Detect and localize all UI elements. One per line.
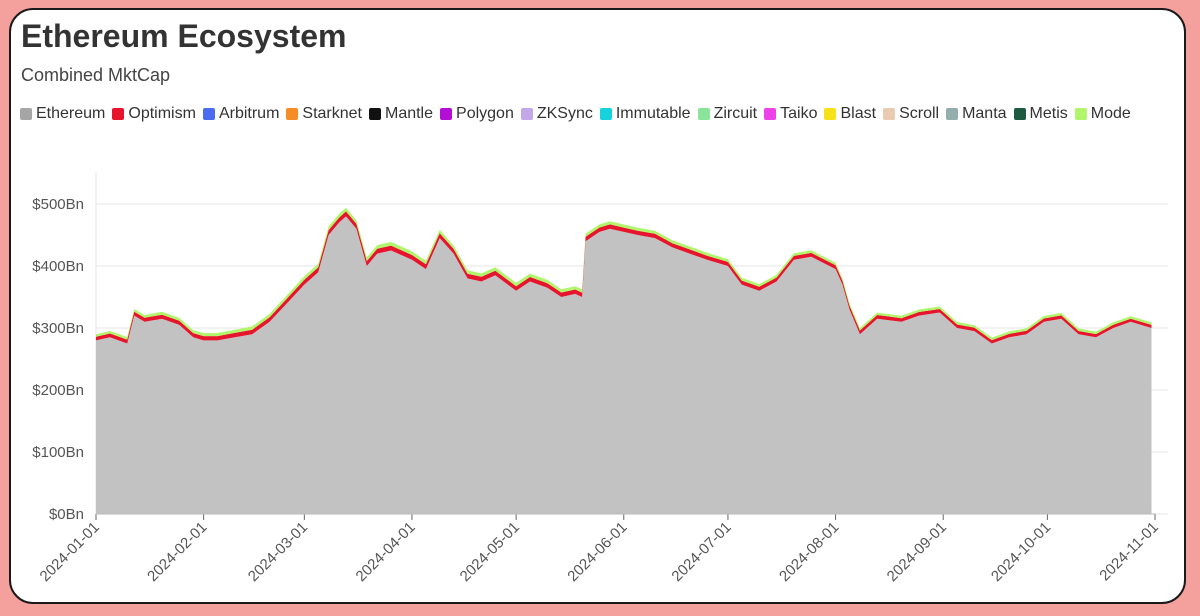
legend-label: Mode: [1090, 105, 1131, 122]
legend-swatch: [520, 108, 533, 120]
legend-label: Metis: [1029, 105, 1068, 122]
legend-swatch: [824, 108, 837, 120]
chart-title: Ethereum Ecosystem: [21, 18, 347, 54]
legend-label: Starknet: [302, 105, 362, 122]
legend-item-polygon[interactable]: Polygon: [440, 104, 514, 124]
legend-item-starknet[interactable]: Starknet: [286, 104, 362, 124]
area-mode: [96, 207, 1152, 341]
x-tick-label: 2024-03-01: [245, 519, 311, 585]
x-tick-label: 2024-11-01: [1096, 519, 1161, 584]
y-tick-label: $400Bn: [32, 258, 84, 275]
x-tick-label: 2024-04-01: [353, 519, 419, 585]
legend-label: Zircuit: [713, 105, 758, 122]
legend-item-mode[interactable]: Mode: [1074, 104, 1131, 124]
legend-swatch: [202, 108, 215, 120]
legend-item-metis[interactable]: Metis: [1013, 104, 1068, 124]
legend-swatch: [1013, 108, 1026, 120]
legend-item-scroll[interactable]: Scroll: [883, 104, 939, 124]
legend-swatch: [20, 108, 32, 120]
x-tick-label: 2024-01-01: [37, 519, 103, 585]
legend-label: Manta: [962, 105, 1007, 122]
legend-item-mantle[interactable]: Mantle: [368, 104, 434, 124]
legend-swatch: [764, 108, 777, 120]
legend-label: Taiko: [780, 105, 818, 122]
legend-item-optimism[interactable]: Optimism: [112, 104, 196, 124]
x-tick-label: 2024-05-01: [457, 519, 523, 585]
legend-label: Arbitrum: [218, 105, 280, 122]
legend-swatch: [286, 108, 299, 120]
legend-swatch: [368, 108, 381, 120]
legend-item-zksync[interactable]: ZKSync: [520, 104, 593, 124]
legend-label: Blast: [840, 105, 877, 122]
y-tick-label: $300Bn: [32, 320, 84, 337]
chart-legend: Ethereum Optimism Arbitrum Starknet Mantle Po…: [20, 104, 1170, 124]
y-tick-label: $0Bn: [49, 506, 84, 523]
legend-label: Optimism: [128, 105, 196, 122]
y-tick-label: $500Bn: [32, 196, 84, 213]
legend-item-taiko[interactable]: Taiko: [764, 104, 817, 124]
y-tick-label: $200Bn: [32, 382, 84, 399]
x-tick-label: 2024-09-01: [884, 519, 950, 585]
legend-swatch: [112, 108, 125, 120]
legend-item-arbitrum[interactable]: Arbitrum: [202, 104, 280, 124]
x-tick-label: 2024-10-01: [988, 519, 1054, 585]
legend-swatch: [946, 108, 959, 120]
legend-item-immutable[interactable]: Immutable: [599, 104, 691, 124]
x-tick-label: 2024-02-01: [144, 519, 210, 585]
x-tick-label: 2024-07-01: [668, 519, 734, 585]
legend-item-blast[interactable]: Blast: [824, 104, 876, 124]
legend-swatch: [883, 108, 896, 120]
legend-label: Mantle: [384, 105, 434, 122]
x-tick-label: 2024-08-01: [776, 519, 842, 585]
area-optimism: [96, 211, 1152, 344]
legend-swatch: [599, 108, 612, 120]
legend-label: Ethereum: [36, 105, 106, 122]
legend-label: ZKSync: [536, 105, 593, 122]
chart-subtitle: Combined MktCap: [21, 65, 171, 85]
legend-label: Polygon: [456, 105, 514, 122]
legend-swatch: [1074, 108, 1087, 120]
legend-label: Scroll: [899, 105, 940, 122]
legend-item-manta[interactable]: Manta: [946, 104, 1007, 124]
legend-swatch: [697, 108, 710, 120]
y-tick-label: $100Bn: [32, 444, 84, 461]
legend-item-zircuit[interactable]: Zircuit: [697, 104, 758, 124]
x-tick-label: 2024-06-01: [564, 519, 630, 585]
area-ethereum: [96, 216, 1152, 514]
legend-swatch: [440, 108, 453, 120]
legend-item-ethereum[interactable]: Ethereum: [20, 104, 105, 124]
legend-label: Immutable: [615, 105, 691, 122]
